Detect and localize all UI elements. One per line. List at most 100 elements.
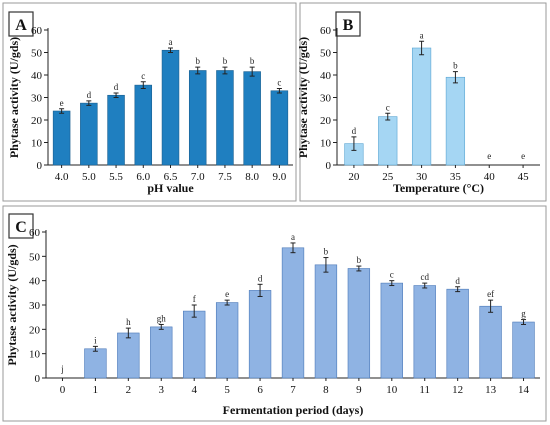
panel-a-significance-label: b [195,56,200,66]
panel-c-x-tick-label: 5 [224,384,230,396]
panel-c-significance-label: g [521,309,526,319]
panel-a-label-box [8,11,34,37]
panel-b-y-tick-label: 30 [320,93,332,105]
panel-c-y-tick-label: 40 [29,276,41,288]
panel-a-bar [52,110,71,166]
panel-c-significance-label: c [390,270,394,280]
panel-a-x-tick-label: 8.0 [245,171,259,183]
panel-b-y-axis-title: Phytase activity (U/gds) [296,37,310,158]
panel-c-bar [479,305,502,379]
panel-c-significance-label: ef [487,289,494,299]
panel-b-bar [411,47,432,166]
panel-c-bar [446,288,469,379]
panel-b-label-box [335,11,361,37]
panel-c-significance-label: h [126,317,131,327]
panel-a-y-tick-label: 20 [31,115,43,127]
panel-c-y-axis-title: Phytase activity (U/gds) [5,244,19,365]
panel-c-bar [150,326,173,379]
panel-a-y-tick-label: 10 [31,138,43,150]
panel-c-bar [380,282,403,379]
panel-c-x-tick-label: 10 [386,384,398,396]
panel-c-significance-label: b [324,247,329,257]
panel-c-bar [84,348,107,379]
panel-c-significance-label: d [455,276,460,286]
panel-c-chart: C 0 10 20 30 40 50 60 Phytase activity (U/gds) 0 j… [2,205,547,422]
panel-b-significance-label: d [352,126,357,136]
panel-c-y-tick-label: 0 [35,373,41,385]
panel-b-y-tick-label: 20 [320,115,332,127]
panel-c-x-tick-label: 7 [290,384,296,396]
panel-b-x-tick-label: 35 [450,171,462,183]
panel-b-significance-label: c [386,102,390,112]
panel-b-label: B [343,17,354,34]
panel-a-significance-label: d [114,82,119,92]
panel-b-bar [378,116,398,166]
panel-a-significance-label: b [223,56,228,66]
panel-c-significance-label: cd [420,272,429,282]
panel-c-y-tick-label: 10 [29,349,41,361]
panel-a-x-tick-label: 9.0 [273,171,287,183]
panel-b-y-tick-label: 40 [320,70,332,82]
panel-b-border [299,2,547,202]
panel-c-bar [347,268,371,379]
panel-c-significance-label: a [291,232,295,242]
panel-b-significance-label: e [487,151,491,161]
panel-c-x-tick-label: 3 [159,384,165,396]
panel-a-x-axis-title: pH value [147,181,194,195]
panel-a-x-tick-label: 4.0 [55,171,69,183]
panel-a-significance-label: c [141,71,145,81]
panel-c-significance-label: i [94,335,97,345]
panel-a-bar [270,90,289,166]
panel-c-x-tick-label: 14 [518,384,530,396]
panel-a-significance-label: c [277,78,281,88]
panel-c-y-tick-label: 20 [29,324,41,336]
panel-b-y-tick-label: 0 [326,160,332,172]
panel-a-bar [243,71,261,166]
panel-a-x-tick-label: 7.0 [191,171,205,183]
panel-a-x-tick-label: 6.0 [136,171,150,183]
panel-c-label: C [15,219,27,236]
panel-a-x-tick-label: 7.5 [218,171,232,183]
panel-c-x-tick-label: 6 [257,384,263,396]
panel-b-x-tick-label: 30 [416,171,428,183]
panel-b-x-tick-label: 45 [518,171,530,183]
panel-c-border [2,205,547,422]
panel-c-significance-label: f [193,294,196,304]
panel-a-bar [107,94,125,166]
panel-a-significance-label: d [87,90,92,100]
panel-a-x-tick-label: 5.5 [109,171,123,183]
panel-a-x-tick-label: 5.0 [82,171,96,183]
panel-c-bar [248,290,272,379]
panel-a-bar [216,70,234,166]
panel-c-x-tick-label: 4 [191,384,197,396]
panel-c-label-box [8,213,34,239]
panel-b-x-tick-label: 25 [382,171,394,183]
panel-c-x-axis-title: Fermentation period (days) [223,403,364,417]
panel-a-significance-label: a [169,37,173,47]
panel-a-bar [161,49,180,166]
panel-c-significance-label: e [225,289,229,299]
panel-b-significance-label: b [453,61,458,71]
panel-a-y-axis-title: Phytase activity (U/gds) [7,37,21,158]
panel-c-bar [117,332,140,379]
panel-a-y-tick-label: 30 [31,93,43,105]
panel-a-bar [80,102,98,166]
panel-b-x-axis-title: Temperature (°C) [393,181,484,195]
panel-c-bar [413,285,436,379]
panel-c-y-tick-label: 60 [29,227,41,239]
panel-c-x-tick-label: 13 [485,384,497,396]
panel-c-x-tick-label: 9 [356,384,362,396]
panel-c-bar [183,310,206,379]
panel-c-significance-label: j [60,364,64,374]
panel-c-x-tick-label: 11 [419,384,430,396]
panel-c-x-tick-label: 8 [323,384,329,396]
panel-a-bar [188,70,207,166]
panel-a-label: A [15,17,27,34]
panel-c-bar [512,321,535,379]
panel-b-y-tick-label: 50 [320,48,332,60]
panel-b-x-tick-label: 20 [348,171,360,183]
panel-a-y-tick-label: 0 [37,160,43,172]
panel-a-bar [134,84,153,166]
panel-a-significance-label: b [250,56,255,66]
